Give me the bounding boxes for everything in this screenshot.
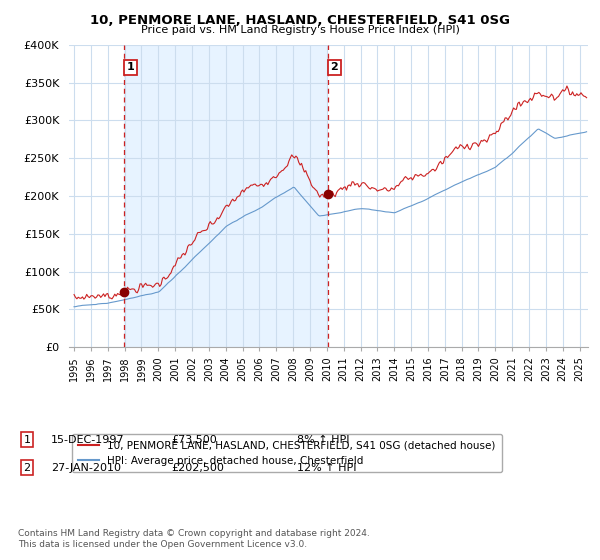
Text: 8% ↑ HPI: 8% ↑ HPI: [297, 435, 349, 445]
Text: 1: 1: [23, 435, 31, 445]
Legend: 10, PENMORE LANE, HASLAND, CHESTERFIELD, S41 0SG (detached house), HPI: Average : 10, PENMORE LANE, HASLAND, CHESTERFIELD,…: [71, 434, 502, 472]
Text: 10, PENMORE LANE, HASLAND, CHESTERFIELD, S41 0SG: 10, PENMORE LANE, HASLAND, CHESTERFIELD,…: [90, 14, 510, 27]
Bar: [124, 45, 328, 347]
Text: £73,500: £73,500: [171, 435, 217, 445]
Text: Price paid vs. HM Land Registry's House Price Index (HPI): Price paid vs. HM Land Registry's House …: [140, 25, 460, 35]
Text: £202,500: £202,500: [171, 463, 224, 473]
Text: 27-JAN-2010: 27-JAN-2010: [51, 463, 121, 473]
Text: 2: 2: [331, 63, 338, 72]
Text: 15-DEC-1997: 15-DEC-1997: [51, 435, 125, 445]
Text: 2: 2: [23, 463, 31, 473]
Text: Contains HM Land Registry data © Crown copyright and database right 2024.
This d: Contains HM Land Registry data © Crown c…: [18, 529, 370, 549]
Text: 1: 1: [127, 63, 134, 72]
Text: 12% ↑ HPI: 12% ↑ HPI: [297, 463, 356, 473]
